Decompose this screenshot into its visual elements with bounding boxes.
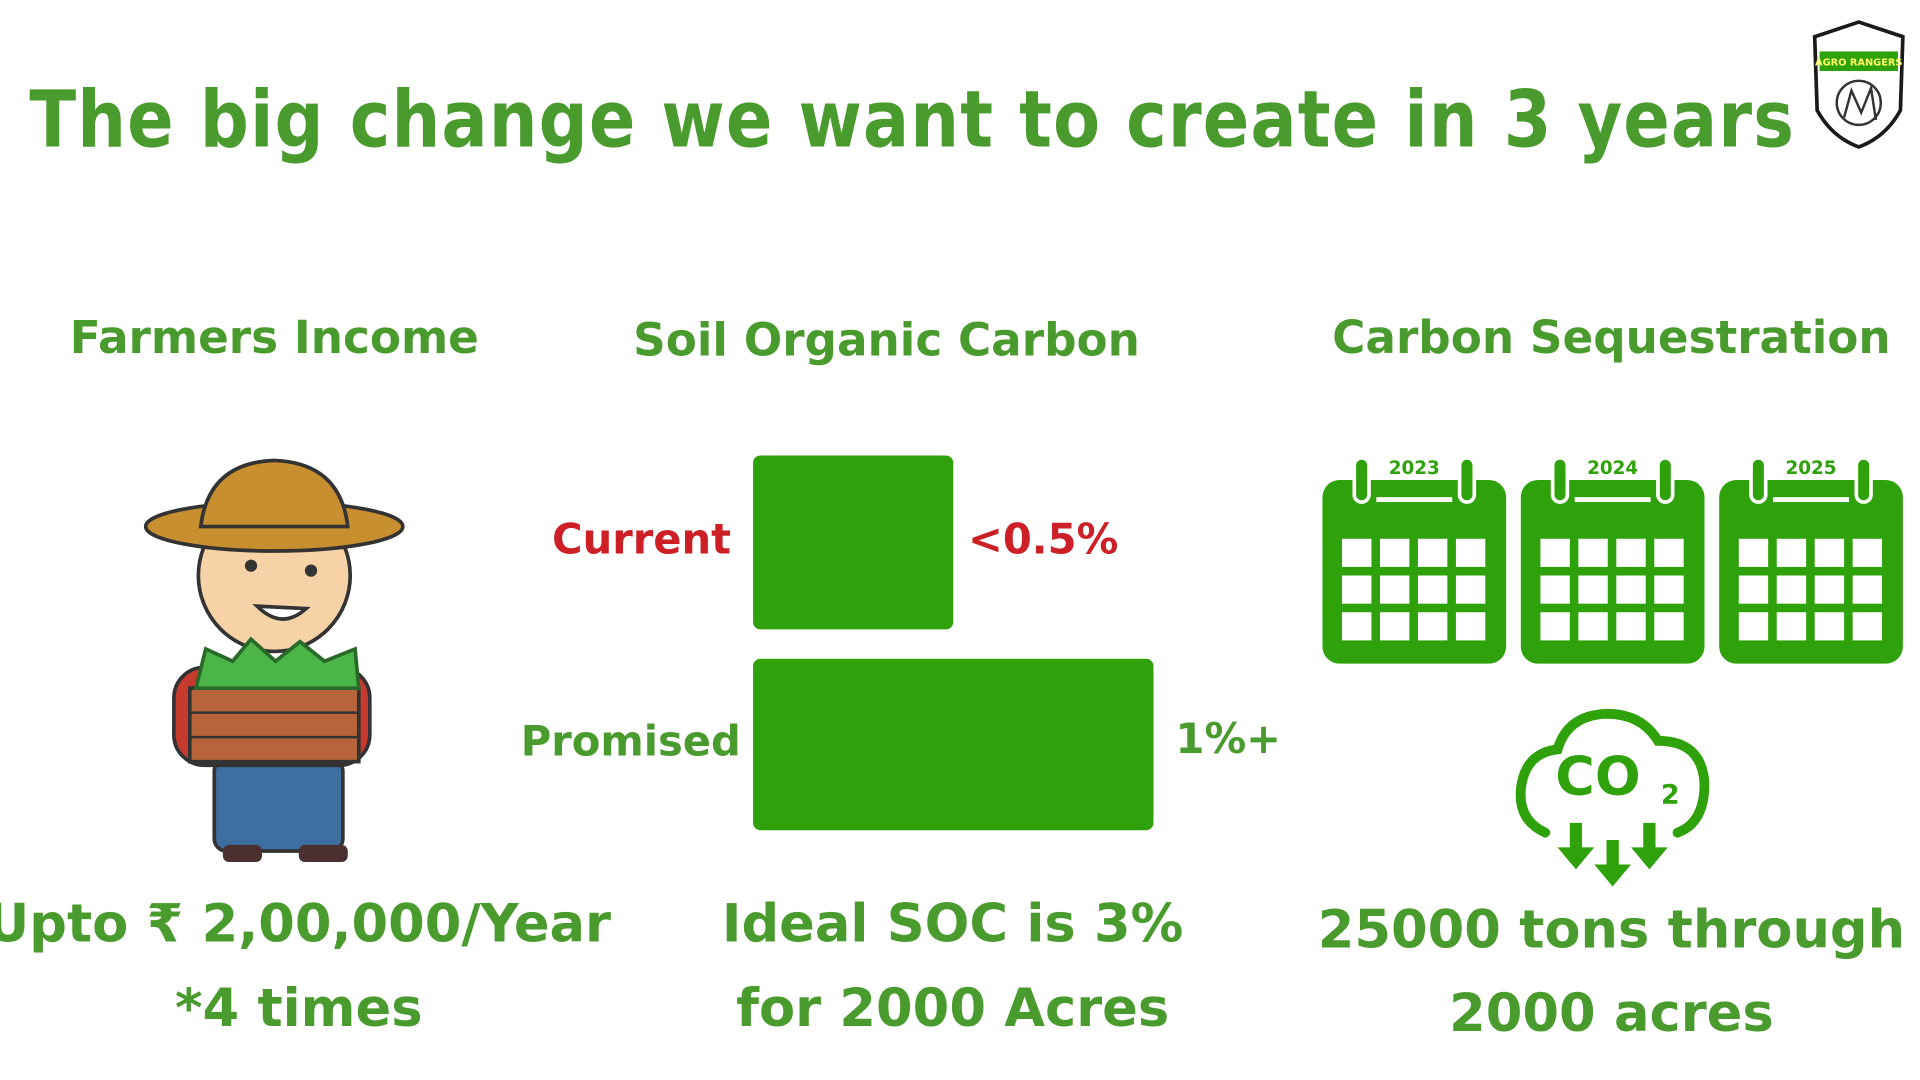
calendar: 2023 [1322,456,1507,664]
column-heading: Soil Organic Carbon [633,313,1140,366]
calendar-cell [1814,538,1845,567]
body-text: for 2000 Acres [736,978,1169,1039]
calendar-cell [1852,538,1883,567]
calendar-line [1574,497,1651,503]
bar-label: Promised [521,716,741,765]
bar-value-label: <0.5% [968,514,1118,563]
calendar-line [1773,497,1849,503]
calendar: 2025 [1719,456,1903,664]
calendar-cell [1654,538,1684,567]
calendar-cell [1578,612,1608,641]
co2-label: CO [1555,745,1640,808]
calendar-cell [1654,575,1684,604]
calendar-cell [1852,612,1883,641]
calendar-cell [1380,612,1410,641]
calendar-cell [1738,612,1769,641]
logo: AGRO RANGERS [1812,20,1905,149]
calendar-cell [1342,612,1372,641]
calendar-cell [1540,538,1570,567]
calendar-cell [1814,612,1845,641]
calendar-cell [1578,538,1608,567]
calendar-cell [1455,612,1486,641]
calendar-cell [1776,612,1807,641]
bar-label: Current [552,514,731,563]
calendar-cell [1455,538,1486,567]
calendar-cell [1417,538,1448,567]
calendar-cell [1776,575,1807,604]
calendar-cell [1776,538,1807,567]
calendar-cell [1578,575,1608,604]
co2-icon: CO 2 [1515,708,1710,887]
calendars: 2023 2024 2025 [1322,456,1903,664]
calendar-cell [1654,612,1684,641]
calendar-cell [1455,575,1486,604]
calendar-cell [1616,575,1646,604]
body-text: Upto ₹ 2,00,000/Year [0,894,611,955]
calendar-ring [1854,456,1873,504]
column-heading: Farmers Income [70,311,479,364]
calendar-cell [1417,612,1448,641]
calendar-line [1376,497,1453,503]
calendar-year: 2024 [1587,458,1638,479]
calendar-cell [1380,575,1410,604]
calendar-ring [1457,456,1477,504]
calendar-cell [1417,575,1448,604]
calendar: 2024 [1520,456,1705,664]
body-text: Ideal SOC is 3% [722,894,1184,955]
body-text: 2000 acres [1449,983,1774,1044]
calendar-cell [1616,538,1646,567]
calendar-year: 2023 [1389,458,1440,479]
calendar-cell [1342,538,1372,567]
column-heading: Carbon Sequestration [1332,311,1891,364]
soc-chart: Current <0.5% Promised 1%+ [521,455,1282,831]
calendar-ring [1749,456,1768,504]
calendar-cell [1540,575,1570,604]
body-text: 25000 tons through [1318,900,1905,961]
calendar-header-gap [1574,462,1651,480]
calendar-ring [1656,456,1675,504]
co2-subscript: 2 [1661,779,1680,810]
bar [753,658,1154,831]
bar-value-label: 1%+ [1176,714,1282,763]
calendar-cell [1540,612,1570,641]
calendar-cell [1738,575,1769,604]
body-text: *4 times [175,978,423,1039]
calendar-cell [1616,612,1646,641]
calendar-cell [1738,538,1769,567]
calendar-cell [1852,575,1883,604]
calendar-cell [1342,575,1372,604]
calendar-ring [1550,456,1570,504]
logo-text: AGRO RANGERS [1815,57,1902,68]
calendar-ring [1352,456,1371,504]
slide-title: The big change we want to create in 3 ye… [29,74,1795,165]
calendar-cell [1814,575,1845,604]
calendar-header-gap [1376,462,1453,480]
calendar-cell [1380,538,1410,567]
calendar-year: 2025 [1785,458,1836,479]
farmer-illustration [143,458,405,863]
calendar-header-gap [1773,462,1849,480]
bar [753,455,954,630]
